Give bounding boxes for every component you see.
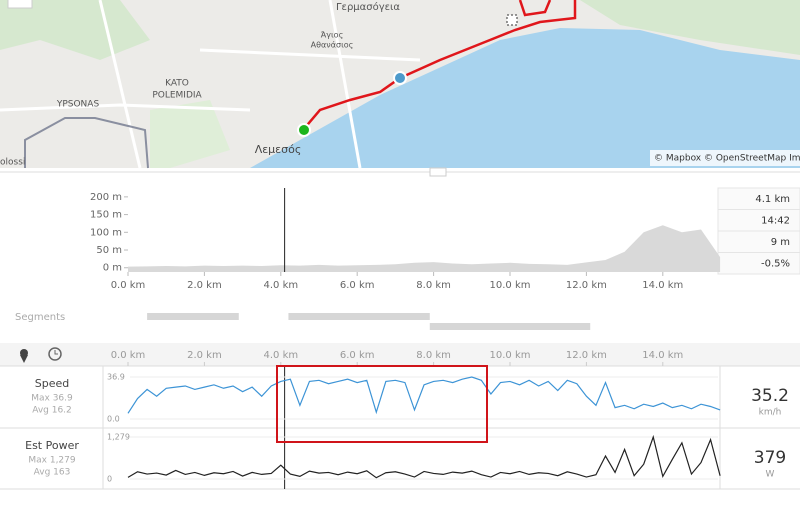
y-tick-label: 100 m <box>90 227 122 238</box>
segment-bar <box>147 313 239 320</box>
x-tick-label: 4.0 km <box>263 280 298 291</box>
stream-name: Speed <box>35 377 69 390</box>
time-tab-icon[interactable] <box>48 347 62 361</box>
map-label: olossi <box>0 158 25 168</box>
road <box>0 0 421 169</box>
y-tick-label: 1,279 <box>107 433 130 442</box>
attribution-bg <box>650 150 800 166</box>
attribution[interactable]: © Mapbox © OpenStreetMap Im <box>654 154 800 164</box>
x-tick-label: 6.0 km <box>340 350 375 361</box>
map-label: KATO <box>165 79 189 89</box>
park <box>150 100 230 168</box>
stream-avg: Avg 16.2 <box>32 406 72 416</box>
finish-flag <box>506 14 518 26</box>
map[interactable]: Γερμασόγεια Άγιος Αθανάσιος KATO POLEMID… <box>0 0 800 169</box>
map-control[interactable] <box>7 0 33 9</box>
map-label: POLEMIDIA <box>152 91 202 101</box>
boundary <box>24 117 149 169</box>
stream-unit: km/h <box>759 408 782 418</box>
sea <box>250 28 800 168</box>
power-line <box>127 434 721 479</box>
x-tick-label: 12.0 km <box>566 350 607 361</box>
x-tick-label: 8.0 km <box>416 280 451 291</box>
x-tick-label: 4.0 km <box>263 350 298 361</box>
segments-label: Segments <box>15 312 65 323</box>
y-tick-label: 150 m <box>90 210 122 221</box>
map-label: Λεμεσός <box>255 143 302 156</box>
x-tick-label: 6.0 km <box>340 280 375 291</box>
stat-value: 14:42 <box>761 216 790 227</box>
stream-current: 35.2 <box>751 386 789 406</box>
map-label: Αθανάσιος <box>311 41 354 50</box>
map-label: Γερμασόγεια <box>336 1 400 13</box>
x-tick-label: 2.0 km <box>187 280 222 291</box>
x-tick-label: 14.0 km <box>642 280 683 291</box>
route <box>518 0 552 17</box>
segment-bar <box>288 313 430 320</box>
stream-max: Max 36.9 <box>31 394 73 404</box>
start-marker <box>297 123 311 137</box>
stat-value: 9 m <box>771 237 790 248</box>
x-tick-label: 14.0 km <box>642 350 683 361</box>
stat-value: -0.5% <box>761 259 790 270</box>
y-tick-label: 0 <box>107 475 112 484</box>
elevation-area <box>128 225 721 272</box>
y-tick-label: 200 m <box>90 192 122 203</box>
time-tab-icon <box>54 350 58 355</box>
map-label: YPSONAS <box>56 100 100 110</box>
park <box>0 0 150 60</box>
resize-handle[interactable] <box>429 167 447 177</box>
stream-current: 379 <box>754 448 786 468</box>
map-tab-icon <box>20 355 28 363</box>
stream-max: Max 1,279 <box>28 456 76 466</box>
stat-value: 4.1 km <box>755 194 790 205</box>
route <box>302 0 577 131</box>
y-tick-label: 50 m <box>96 245 122 256</box>
x-tick-label: 10.0 km <box>490 350 531 361</box>
position-marker <box>393 71 407 85</box>
map-label: Άγιος <box>321 31 344 40</box>
park <box>580 0 800 55</box>
x-tick-label: 12.0 km <box>566 280 607 291</box>
x-tick-label: 0.0 km <box>111 350 146 361</box>
highlight-box <box>276 365 488 443</box>
x-tick-label: 2.0 km <box>187 350 222 361</box>
tab-band <box>0 343 800 366</box>
speed-line <box>127 376 721 415</box>
stream-name: Est Power <box>25 439 79 452</box>
stream-avg: Avg 163 <box>34 468 71 478</box>
y-tick-label: 0 m <box>103 263 122 274</box>
segment-bar <box>429 323 591 330</box>
x-tick-label: 8.0 km <box>416 350 451 361</box>
y-tick-label: 0.0 <box>107 415 120 424</box>
x-tick-label: 10.0 km <box>490 280 531 291</box>
x-tick-label: 0.0 km <box>111 280 146 291</box>
y-tick-label: 36.9 <box>107 373 125 382</box>
stream-unit: W <box>766 470 775 480</box>
